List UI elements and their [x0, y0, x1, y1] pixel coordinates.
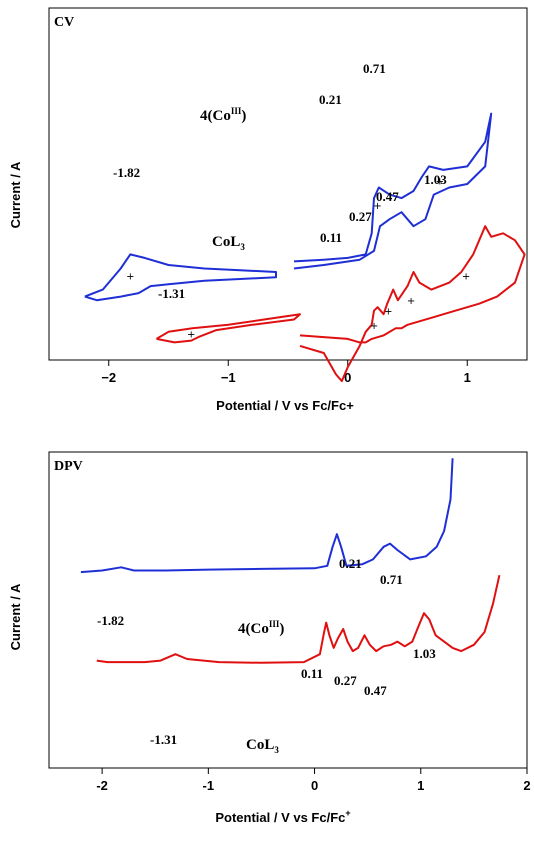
dpv-annotation-neg-1.82: -1.82 [97, 613, 124, 628]
cv-plot-frame [48, 7, 528, 361]
dpv-label-co-iii-name: 4(Co [238, 621, 269, 637]
cv-annotation-1.03: 1.03 [424, 172, 447, 187]
dpv-annotation-0.11: 0.11 [301, 666, 323, 681]
cv-annotation-0.21: 0.21 [319, 92, 342, 107]
dpv-series [80, 458, 501, 664]
cv-ylabel: Current / A [8, 161, 23, 228]
cv-label-col3-sub: 3 [240, 242, 245, 252]
dpv-label-col3: CoL3 [246, 737, 279, 755]
dpv-plot-frame [48, 451, 528, 769]
cv-e-half-marker: + [462, 272, 470, 283]
cv-series-co-iii-line [84, 253, 277, 302]
dpv-title: DPV [54, 459, 83, 474]
dpv-panel: DPV Current / A -2 -1 0 1 2 Potential / V vs… [8, 451, 531, 825]
cv-e-half-marker: + [126, 272, 134, 283]
cv-series-co-iii-line-segment-2 [293, 112, 493, 270]
dpv-ylabel: Current / A [8, 583, 23, 650]
cv-annotation-0.47: 0.47 [376, 189, 399, 204]
cv-e-half-marker: + [384, 307, 392, 318]
cv-panel: CV Current / A −2 −1 0 1 Potential / V vs F… [8, 7, 528, 413]
cv-e-half-marker: + [407, 296, 415, 307]
dpv-xlabel-text: Potential / V vs Fc/Fc [215, 810, 345, 825]
cv-label-col3: CoL3 [212, 234, 245, 252]
cv-label-co-iii-sup: III [231, 106, 242, 116]
cv-e-half-marker: + [370, 321, 378, 332]
cv-annotation-neg-1.31: -1.31 [158, 286, 185, 301]
dpv-x-tick-label: 2 [523, 778, 530, 793]
dpv-xlabel-sup: + [345, 808, 350, 818]
dpv-x-tick-label: 0 [311, 778, 318, 793]
cv-x-tick-label: 1 [464, 370, 471, 385]
cv-series-col3-line-segment-2 [299, 225, 526, 383]
cv-annotation-0.27: 0.27 [349, 209, 372, 224]
dpv-annotation-1.03: 1.03 [413, 646, 436, 661]
dpv-series-col3-line [96, 574, 501, 664]
dpv-x-tick-label: 1 [417, 778, 424, 793]
cv-x-tick-label: 0 [344, 370, 351, 385]
dpv-x-tick-label: -2 [96, 778, 108, 793]
cv-series-col3-line [155, 313, 301, 344]
cv-e-half-marker: + [373, 201, 381, 212]
cv-series: + + + + + + + + [84, 112, 526, 383]
cv-annotation-0.11: 0.11 [320, 230, 342, 245]
cv-e-half-marker: + [187, 330, 195, 341]
cv-x-ticks: −2 −1 0 1 [101, 360, 471, 385]
dpv-annotation-0.47: 0.47 [364, 683, 387, 698]
dpv-xlabel: Potential / V vs Fc/Fc+ [215, 808, 350, 825]
cv-label-co-iii-suffix: ) [241, 108, 246, 124]
cv-x-tick-label: −2 [101, 370, 116, 385]
cv-label-co-iii: 4(CoIII) [200, 106, 246, 124]
dpv-x-tick-label: -1 [203, 778, 215, 793]
dpv-label-col3-sub: 3 [274, 745, 279, 755]
dpv-annotation-0.71: 0.71 [380, 572, 403, 587]
dpv-x-ticks: -2 -1 0 1 2 [96, 768, 531, 793]
cv-e-half-marker: + [436, 176, 444, 187]
cv-title: CV [54, 15, 74, 30]
cv-annotation-neg-1.82: -1.82 [113, 165, 140, 180]
cv-xlabel: Potential / V vs Fc/Fc+ [216, 398, 354, 413]
cv-x-tick-label: −1 [221, 370, 236, 385]
dpv-annotation-0.21: 0.21 [339, 556, 362, 571]
cv-label-co-iii-name: 4(Co [200, 108, 231, 124]
dpv-annotation-0.27: 0.27 [334, 673, 357, 688]
dpv-label-co-iii-suffix: ) [279, 621, 284, 637]
cv-label-col3-name: CoL [212, 234, 240, 250]
dpv-series-co-iii-line [80, 458, 454, 574]
dpv-label-co-iii: 4(CoIII) [238, 619, 284, 637]
dpv-label-col3-name: CoL [246, 737, 274, 753]
dpv-annotation-neg-1.31: -1.31 [150, 732, 177, 747]
cv-annotation-0.71: 0.71 [363, 61, 386, 76]
dpv-label-co-iii-sup: III [269, 619, 280, 629]
